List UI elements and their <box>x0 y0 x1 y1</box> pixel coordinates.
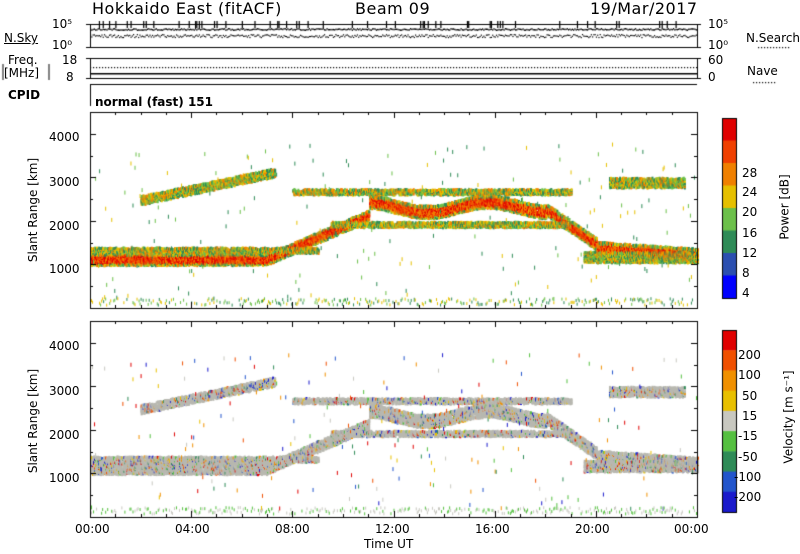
velocity-ytick-2000: 2000 <box>49 428 80 442</box>
nsearch-tick-top: 10⁵ <box>708 17 729 31</box>
velocity-panel-ylabel: Slant Range [km] <box>26 368 41 474</box>
power-ytick-2000: 2000 <box>49 219 80 233</box>
power-ytick-1000: 1000 <box>49 262 80 276</box>
velocity-cbar-tick: 50 <box>742 389 758 403</box>
velocity-cbar-tick: 15 <box>742 409 758 423</box>
nave-tick-top: 60 <box>708 53 724 67</box>
power-cbar-tick: 4 <box>742 286 750 300</box>
nsearch-tick-bottom: 10⁰ <box>708 38 729 52</box>
station-title: Hokkaido East (fitACF) <box>92 0 282 18</box>
xtick-label: 00:00 <box>75 522 110 536</box>
power-cbar-tick: 20 <box>742 205 758 219</box>
beam-title: Beam 09 <box>355 0 431 18</box>
xaxis-label: Time UT <box>364 537 414 551</box>
power-cbar-label: Power [dB] <box>777 174 792 240</box>
nave-tick-bottom: 0 <box>708 70 716 84</box>
freq-tick-top: 18 <box>62 53 78 67</box>
velocity-cbar-tick: -15 <box>738 429 758 443</box>
velocity-ytick-4000: 4000 <box>49 339 80 353</box>
cpid-value: normal (fast) 151 <box>95 95 213 109</box>
power-cbar-tick: 12 <box>742 246 758 260</box>
power-panel-ylabel: Slant Range [km] <box>26 157 41 263</box>
velocity-cbar-tick: -200 <box>734 490 762 504</box>
nave-label: Nave <box>747 64 778 78</box>
velocity-cbar-tick: 200 <box>738 348 761 362</box>
power-cbar-tick: 28 <box>742 166 758 180</box>
cpid-label: CPID <box>8 88 41 102</box>
freq-tick-bottom: 8 <box>66 70 74 84</box>
velocity-cbar-tick: -50 <box>738 450 758 464</box>
power-cbar-tick: 16 <box>742 226 758 240</box>
power-cbar-tick: 8 <box>742 266 750 280</box>
velocity-cbar-label: Velocity [m s⁻¹] <box>781 370 796 464</box>
freq-label-line1: Freq. <box>8 53 38 67</box>
velocity-ytick-3000: 3000 <box>49 384 80 398</box>
xtick-label: 16:00 <box>475 522 510 536</box>
velocity-cbar-tick: -100 <box>734 470 762 484</box>
power-cbar-tick: 24 <box>742 185 758 199</box>
xtick-label: 20:00 <box>575 522 610 536</box>
power-ytick-4000: 4000 <box>49 130 80 144</box>
velocity-ytick-1000: 1000 <box>49 471 80 485</box>
xtick-label: 08:00 <box>275 522 310 536</box>
xtick-label: 04:00 <box>175 522 210 536</box>
freq-label-line2: [MHz] <box>4 66 40 80</box>
nsky-tick-bottom: 10⁰ <box>52 38 73 52</box>
nsky-tick-top: 10⁵ <box>52 17 73 31</box>
nsky-label: N.Sky <box>4 31 39 45</box>
xtick-label: 00:00 <box>674 522 709 536</box>
nsearch-label: N.Search <box>746 31 800 45</box>
velocity-cbar-tick: 100 <box>738 368 761 382</box>
power-ytick-3000: 3000 <box>49 175 80 189</box>
date-title: 19/Mar/2017 <box>590 0 698 18</box>
xtick-label: 12:00 <box>375 522 410 536</box>
